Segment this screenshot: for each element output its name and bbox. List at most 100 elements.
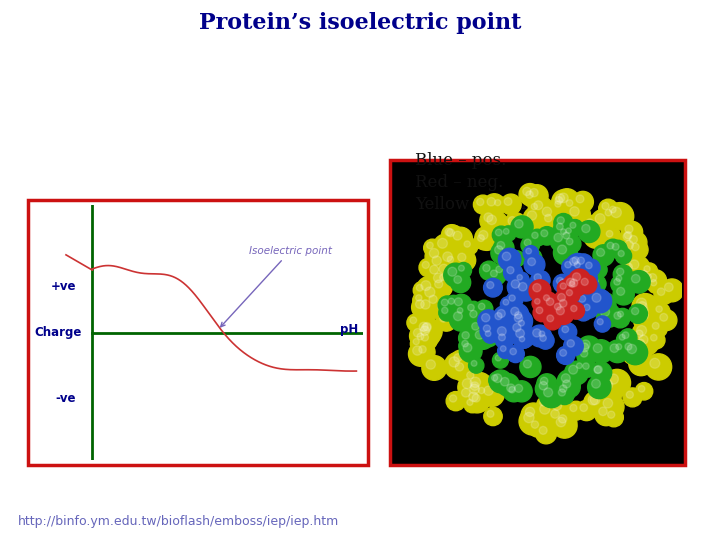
Circle shape — [493, 306, 515, 327]
Circle shape — [595, 403, 617, 426]
Circle shape — [578, 275, 597, 294]
Circle shape — [432, 256, 441, 265]
Text: Yellow - polar: Yellow - polar — [415, 196, 529, 213]
Circle shape — [598, 375, 624, 402]
Circle shape — [552, 198, 568, 214]
Circle shape — [660, 313, 667, 321]
Circle shape — [649, 274, 657, 282]
Circle shape — [520, 356, 541, 377]
Circle shape — [541, 292, 557, 308]
Circle shape — [551, 410, 559, 418]
Circle shape — [523, 187, 531, 195]
Circle shape — [435, 260, 460, 285]
Circle shape — [532, 232, 538, 239]
Circle shape — [639, 306, 648, 315]
Circle shape — [556, 276, 575, 295]
Circle shape — [507, 303, 528, 325]
Circle shape — [454, 312, 462, 321]
Circle shape — [596, 303, 621, 327]
Circle shape — [435, 280, 443, 288]
Circle shape — [518, 320, 524, 326]
Circle shape — [566, 254, 587, 275]
Circle shape — [416, 285, 423, 291]
Circle shape — [564, 287, 580, 303]
Circle shape — [540, 377, 548, 385]
Circle shape — [487, 215, 497, 225]
Bar — [390, 160, 685, 465]
Circle shape — [544, 214, 552, 222]
Circle shape — [462, 332, 469, 339]
Circle shape — [636, 298, 647, 308]
Circle shape — [538, 203, 562, 227]
Circle shape — [508, 217, 516, 225]
Circle shape — [531, 421, 539, 428]
Circle shape — [637, 313, 646, 321]
Circle shape — [503, 264, 523, 282]
Circle shape — [529, 229, 546, 246]
Circle shape — [416, 322, 441, 347]
Circle shape — [557, 293, 565, 301]
Circle shape — [478, 303, 485, 310]
Circle shape — [423, 322, 431, 331]
Circle shape — [465, 380, 491, 406]
Circle shape — [611, 207, 621, 218]
Text: Blue – pos.: Blue – pos. — [415, 152, 506, 169]
Circle shape — [464, 368, 482, 388]
Circle shape — [474, 195, 492, 214]
Circle shape — [448, 267, 456, 276]
Circle shape — [421, 323, 431, 333]
Circle shape — [528, 258, 536, 266]
Circle shape — [413, 328, 422, 337]
Circle shape — [572, 191, 593, 212]
Circle shape — [459, 340, 482, 362]
Circle shape — [598, 295, 616, 314]
Circle shape — [571, 305, 577, 312]
Circle shape — [539, 427, 547, 434]
Circle shape — [620, 247, 637, 265]
Circle shape — [484, 213, 492, 222]
Circle shape — [554, 213, 573, 233]
Circle shape — [557, 417, 566, 427]
Circle shape — [570, 404, 577, 411]
Circle shape — [603, 380, 613, 390]
Circle shape — [578, 221, 600, 242]
Circle shape — [466, 373, 493, 400]
Circle shape — [650, 334, 657, 341]
Circle shape — [554, 241, 577, 265]
Circle shape — [489, 372, 505, 388]
Circle shape — [470, 382, 479, 390]
Circle shape — [468, 319, 488, 339]
Circle shape — [482, 329, 490, 338]
Circle shape — [570, 207, 579, 216]
Circle shape — [515, 384, 523, 393]
Circle shape — [609, 240, 627, 258]
Circle shape — [475, 330, 484, 339]
Circle shape — [443, 252, 452, 261]
Circle shape — [622, 332, 629, 339]
Circle shape — [410, 336, 427, 352]
Circle shape — [429, 248, 438, 258]
Circle shape — [609, 206, 616, 213]
Circle shape — [616, 332, 632, 347]
Circle shape — [514, 314, 523, 322]
Circle shape — [555, 197, 562, 204]
Circle shape — [576, 339, 599, 362]
Circle shape — [602, 206, 619, 224]
Circle shape — [492, 309, 510, 328]
Circle shape — [665, 283, 673, 292]
Circle shape — [532, 296, 546, 310]
Circle shape — [483, 325, 490, 332]
Circle shape — [415, 295, 422, 301]
Circle shape — [621, 228, 641, 248]
Circle shape — [574, 254, 593, 273]
Circle shape — [559, 385, 567, 392]
Circle shape — [498, 309, 505, 318]
Circle shape — [635, 382, 653, 400]
Circle shape — [454, 354, 462, 362]
Circle shape — [631, 307, 639, 315]
Circle shape — [626, 256, 650, 280]
Circle shape — [509, 295, 516, 301]
Circle shape — [592, 278, 598, 285]
Circle shape — [605, 210, 611, 216]
Circle shape — [483, 265, 490, 272]
